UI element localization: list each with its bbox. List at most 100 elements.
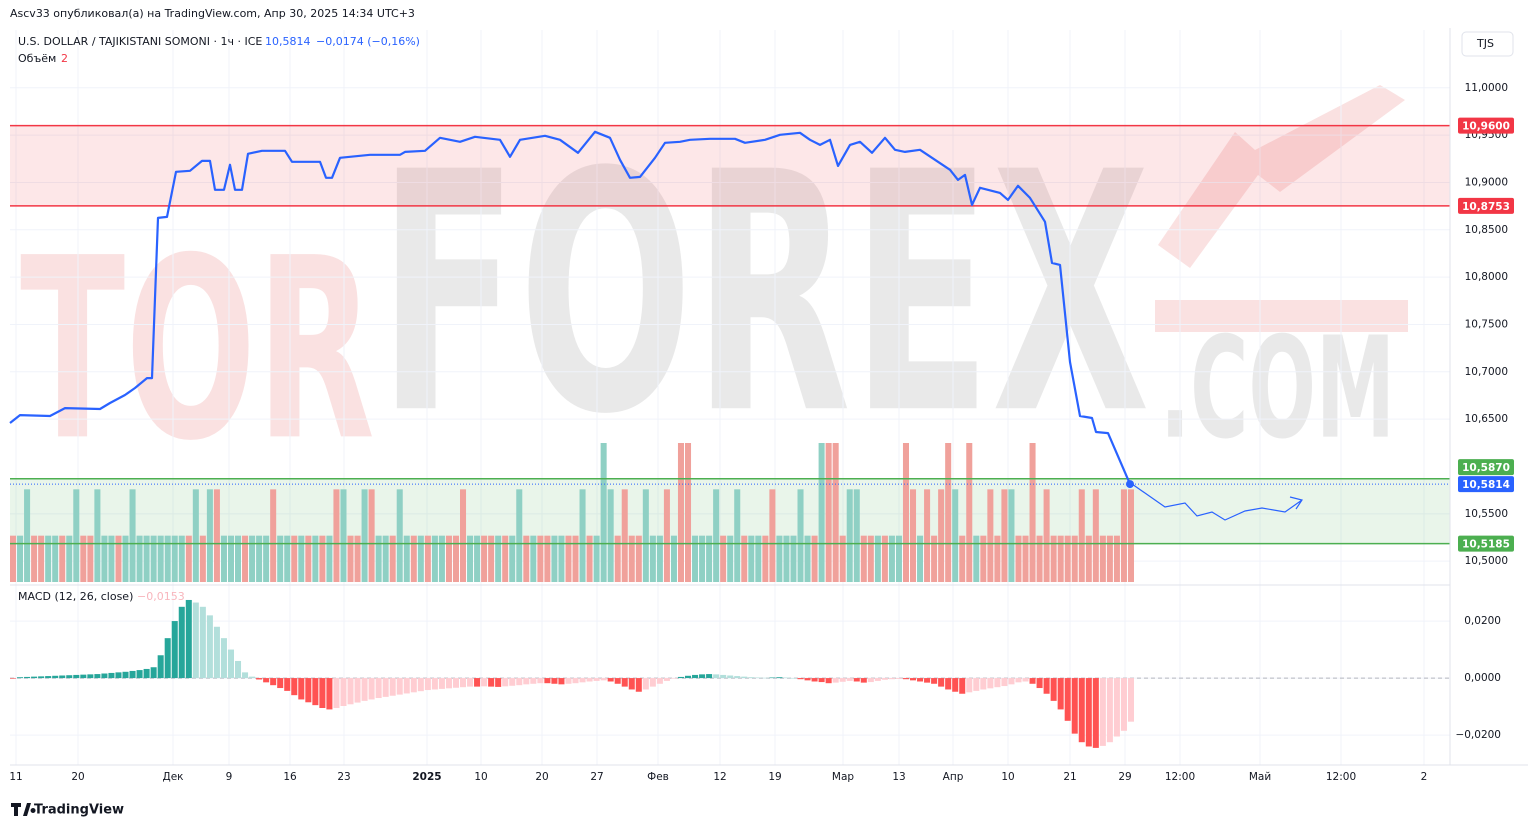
volume-bar (544, 535, 551, 582)
macd-bar (171, 621, 178, 679)
macd-bar (818, 678, 825, 683)
volume-bar (38, 535, 45, 582)
macd-bar (769, 677, 776, 679)
macd-bar (1050, 678, 1057, 701)
zone (10, 478, 1450, 544)
volume-bar (1001, 489, 1008, 582)
volume-bar (502, 535, 509, 582)
volume-bar (635, 535, 642, 582)
x-tick-label: 16 (283, 771, 297, 783)
x-tick-label: Мар (832, 771, 854, 783)
volume-bar (593, 535, 600, 582)
volume-bar (902, 443, 909, 582)
macd-bar (319, 678, 326, 708)
macd-bar (291, 678, 298, 696)
macd-bar (417, 678, 424, 692)
macd-bar (403, 678, 410, 694)
volume-bar (277, 535, 284, 582)
macd-bar (621, 678, 628, 687)
volume-bar (242, 535, 249, 582)
macd-title: MACD (12, 26, close) (18, 590, 133, 603)
volume-bar (52, 535, 59, 582)
macd-bar (17, 677, 24, 679)
price-label: 10,5870 (1462, 462, 1510, 474)
macd-bar (804, 678, 811, 681)
volume-bar (1113, 535, 1120, 582)
volume-bar (881, 535, 888, 582)
price-label-box (1458, 197, 1514, 214)
volume-bar (720, 535, 727, 582)
macd-bar (178, 606, 185, 679)
volume-bar (17, 535, 24, 582)
volume-bar (164, 535, 171, 582)
volume-bar (924, 489, 931, 582)
volume-bar (87, 535, 94, 582)
macd-bar (888, 678, 895, 680)
macd-bar (354, 678, 361, 703)
macd-bar (59, 675, 66, 679)
macd-bar (108, 672, 115, 679)
macd-tick-label: 0,0000 (1464, 672, 1501, 684)
volume-bar (642, 489, 649, 582)
volume-bar (734, 489, 741, 582)
macd-bar (1064, 678, 1071, 721)
zone (10, 125, 1450, 206)
macd-bar (431, 678, 438, 690)
watermark-part: TOR (20, 204, 375, 495)
macd-bar (811, 678, 818, 682)
macd-bar (424, 678, 431, 691)
macd-bar (157, 655, 164, 679)
volume-bar (685, 443, 692, 582)
macd-bar (80, 674, 87, 679)
macd-bar (1036, 678, 1043, 689)
volume-bar (452, 535, 459, 582)
volume-bar (628, 535, 635, 582)
volume-title: Объём (18, 52, 56, 65)
macd-bar (1029, 678, 1036, 684)
volume-bar (952, 489, 959, 582)
x-tick-label: 12:00 (1326, 771, 1356, 783)
macd-tick-label: 0,0200 (1464, 615, 1501, 627)
macd-bar (185, 599, 192, 679)
macd-bar (87, 674, 94, 679)
volume-bar (621, 489, 628, 582)
price-label-box (1458, 459, 1514, 476)
macd-bar (136, 670, 143, 679)
macd-bar (1071, 678, 1078, 734)
macd-bar (713, 674, 720, 679)
macd-bar (748, 677, 755, 679)
volume-bar (1029, 443, 1036, 582)
volume-bar (136, 535, 143, 582)
volume-bar (839, 535, 846, 582)
volume-bar (853, 489, 860, 582)
volume-bar (396, 489, 403, 582)
macd-bar (945, 678, 952, 690)
volume-bar (24, 489, 31, 582)
macd-bar (1043, 678, 1050, 694)
symbol-title: U.S. DOLLAR / TAJIKISTANI SOMONI · 1ч · … (18, 35, 262, 48)
volume-bar (1050, 535, 1057, 582)
macd-bar (460, 678, 467, 688)
price-label-box (1458, 535, 1514, 552)
volume-bar (811, 535, 818, 582)
price-label: 10,8753 (1462, 201, 1510, 213)
macd-bar (389, 678, 396, 696)
currency-button[interactable] (1461, 31, 1514, 57)
macd-bar (445, 678, 452, 689)
macd-bar (10, 678, 17, 679)
macd-value: −0,0153 (137, 590, 185, 603)
macd-bar (628, 678, 635, 690)
macd (10, 599, 1450, 748)
volume-bar (403, 535, 410, 582)
volume-bar (1078, 489, 1085, 582)
x-tick-label: Фев (647, 771, 669, 783)
macd-bar (143, 668, 150, 679)
footer-brand: TradingView (34, 803, 124, 818)
volume-bar (959, 535, 966, 582)
volume-bar (692, 535, 699, 582)
volume-bar (727, 535, 734, 582)
volume-bar (600, 443, 607, 582)
currency-button-label[interactable]: TJS (1476, 37, 1494, 50)
volume-bar (115, 535, 122, 582)
macd-bar (523, 678, 530, 685)
